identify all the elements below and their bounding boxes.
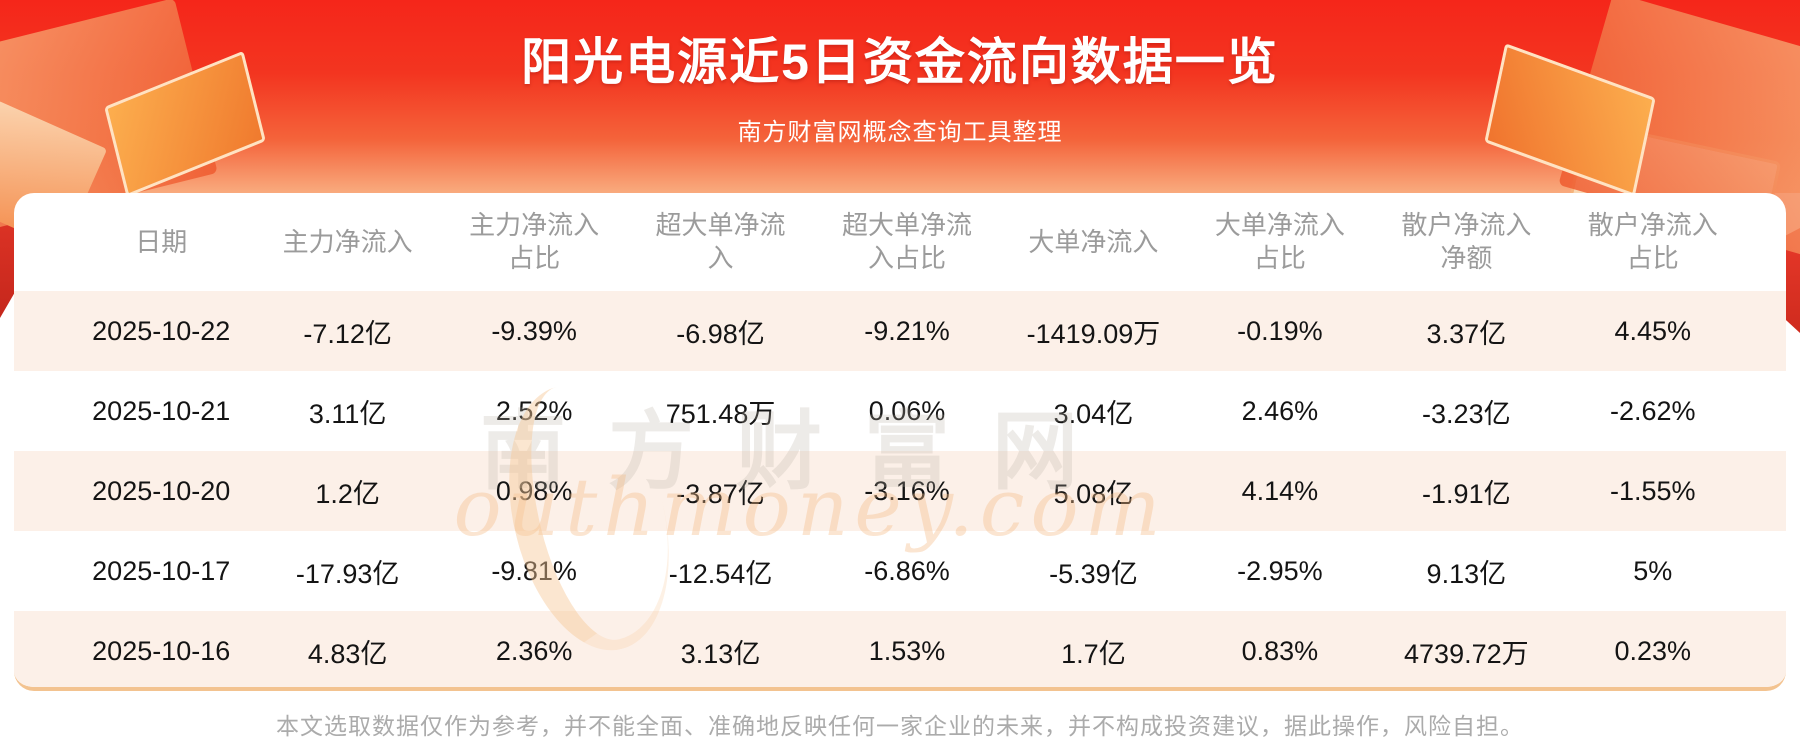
table-cell: -3.23亿 xyxy=(1422,398,1511,429)
table-cell: 3.04亿 xyxy=(1053,398,1134,429)
table-row: 2025-10-21 3.11亿 2.52% 751.48万 0.06% 3.04亿 2.4… xyxy=(14,371,1786,451)
table-cell: -2.62% xyxy=(1609,395,1696,426)
table-cell: 2025-10-22 xyxy=(92,315,231,346)
table-cell: 751.48万 xyxy=(665,398,776,429)
table-cell: 4.14% xyxy=(1241,475,1319,506)
table-cell: 3.13亿 xyxy=(680,638,761,669)
page-subtitle: 南方财富网概念查询工具整理 xyxy=(737,119,1063,146)
table-cell: -0.19% xyxy=(1237,315,1323,346)
table-cell: 2.36% xyxy=(495,635,573,666)
table-row: 2025-10-20 1.2亿 0.98% -3.87亿 -3.16% 5.08亿 4.14… xyxy=(14,451,1786,531)
column-header: 散户净流入净额 xyxy=(1401,210,1532,273)
table-cell: 4739.72万 xyxy=(1404,638,1529,669)
table-cell: 2025-10-20 xyxy=(92,475,231,506)
table-cell: 1.2亿 xyxy=(315,478,380,509)
table-cell: 4.45% xyxy=(1614,315,1692,346)
table-cell: -5.39亿 xyxy=(1049,558,1138,589)
column-header: 超大单净流入占比 xyxy=(841,210,972,273)
table-row: 2025-10-16 4.83亿 2.36% 3.13亿 1.53% 1.7亿 0.83% 4… xyxy=(14,611,1786,687)
table-cell: 5.08亿 xyxy=(1053,478,1134,509)
table-cell: -1419.09万 xyxy=(1026,318,1161,349)
table-cell: -2.95% xyxy=(1237,555,1323,586)
table-cell: 1.53% xyxy=(868,635,946,666)
table-cell: -1.55% xyxy=(1609,475,1696,506)
table-cell: -3.16% xyxy=(864,475,950,506)
table-cell: 2025-10-21 xyxy=(92,395,231,426)
fund-flow-table-header: 日期 主力净流入 主力净流入占比 超大单净流入 超大单净流入占比 大单净流入 大单净流入占比… xyxy=(14,193,1786,291)
table-cell: 2025-10-16 xyxy=(92,635,231,666)
fund-flow-table: 2025-10-22 -7.12亿 -9.39% -6.98亿 -9.21% -1419.… xyxy=(14,291,1786,687)
table-cell: 0.98% xyxy=(495,475,573,506)
fund-flow-table-card: 日期 主力净流入 主力净流入占比 超大单净流入 超大单净流入占比 大单净流入 大单净流入占比… xyxy=(14,193,1786,691)
table-cell: 2025-10-17 xyxy=(92,555,231,586)
column-header: 大单净流入 xyxy=(1028,226,1159,257)
table-cell: -1.91亿 xyxy=(1422,478,1511,509)
table-cell: 2.46% xyxy=(1241,395,1319,426)
table-cell: -9.21% xyxy=(864,315,950,346)
table-cell: -7.12亿 xyxy=(303,318,392,349)
column-header: 超大单净流入 xyxy=(655,210,786,273)
column-header: 日期 xyxy=(135,226,188,257)
table-cell: -3.87亿 xyxy=(676,478,765,509)
decoration-right-ribbon xyxy=(1784,228,1800,333)
table-cell: -9.81% xyxy=(491,555,577,586)
column-header: 主力净流入占比 xyxy=(469,210,600,273)
table-cell: 0.06% xyxy=(868,395,946,426)
table-cell: 3.11亿 xyxy=(308,398,387,429)
table-cell: 0.83% xyxy=(1241,635,1319,666)
table-cell: 9.13亿 xyxy=(1426,558,1507,589)
header-banner: 阳光电源近5日资金流向数据一览 南方财富网概念查询工具整理 xyxy=(0,0,1800,290)
disclaimer-text: 本文选取数据仅作为参考，并不能全面、准确地反映任何一家企业的未来，并不构成投资建… xyxy=(276,713,1524,739)
table-cell: 1.7亿 xyxy=(1061,638,1126,669)
table-cell: -6.86% xyxy=(864,555,950,586)
column-header: 散户净流入占比 xyxy=(1587,210,1718,273)
table-row: 2025-10-17 -17.93亿 -9.81% -12.54亿 -6.86% -5.3… xyxy=(14,531,1786,611)
table-cell: -9.39% xyxy=(491,315,577,346)
column-header: 大单净流入占比 xyxy=(1214,210,1345,273)
table-cell: 3.37亿 xyxy=(1426,318,1507,349)
table-cell: 2.52% xyxy=(495,395,573,426)
table-cell: 0.23% xyxy=(1614,635,1692,666)
table-cell: -17.93亿 xyxy=(295,558,400,589)
table-cell: -6.98亿 xyxy=(676,318,765,349)
page-title: 阳光电源近5日资金流向数据一览 xyxy=(521,34,1279,90)
table-cell: -12.54亿 xyxy=(668,558,773,589)
column-header: 主力净流入 xyxy=(282,226,413,257)
table-cell: 4.83亿 xyxy=(307,638,388,669)
table-row: 2025-10-22 -7.12亿 -9.39% -6.98亿 -9.21% -1419.… xyxy=(14,291,1786,371)
table-cell: 5% xyxy=(1633,555,1673,586)
